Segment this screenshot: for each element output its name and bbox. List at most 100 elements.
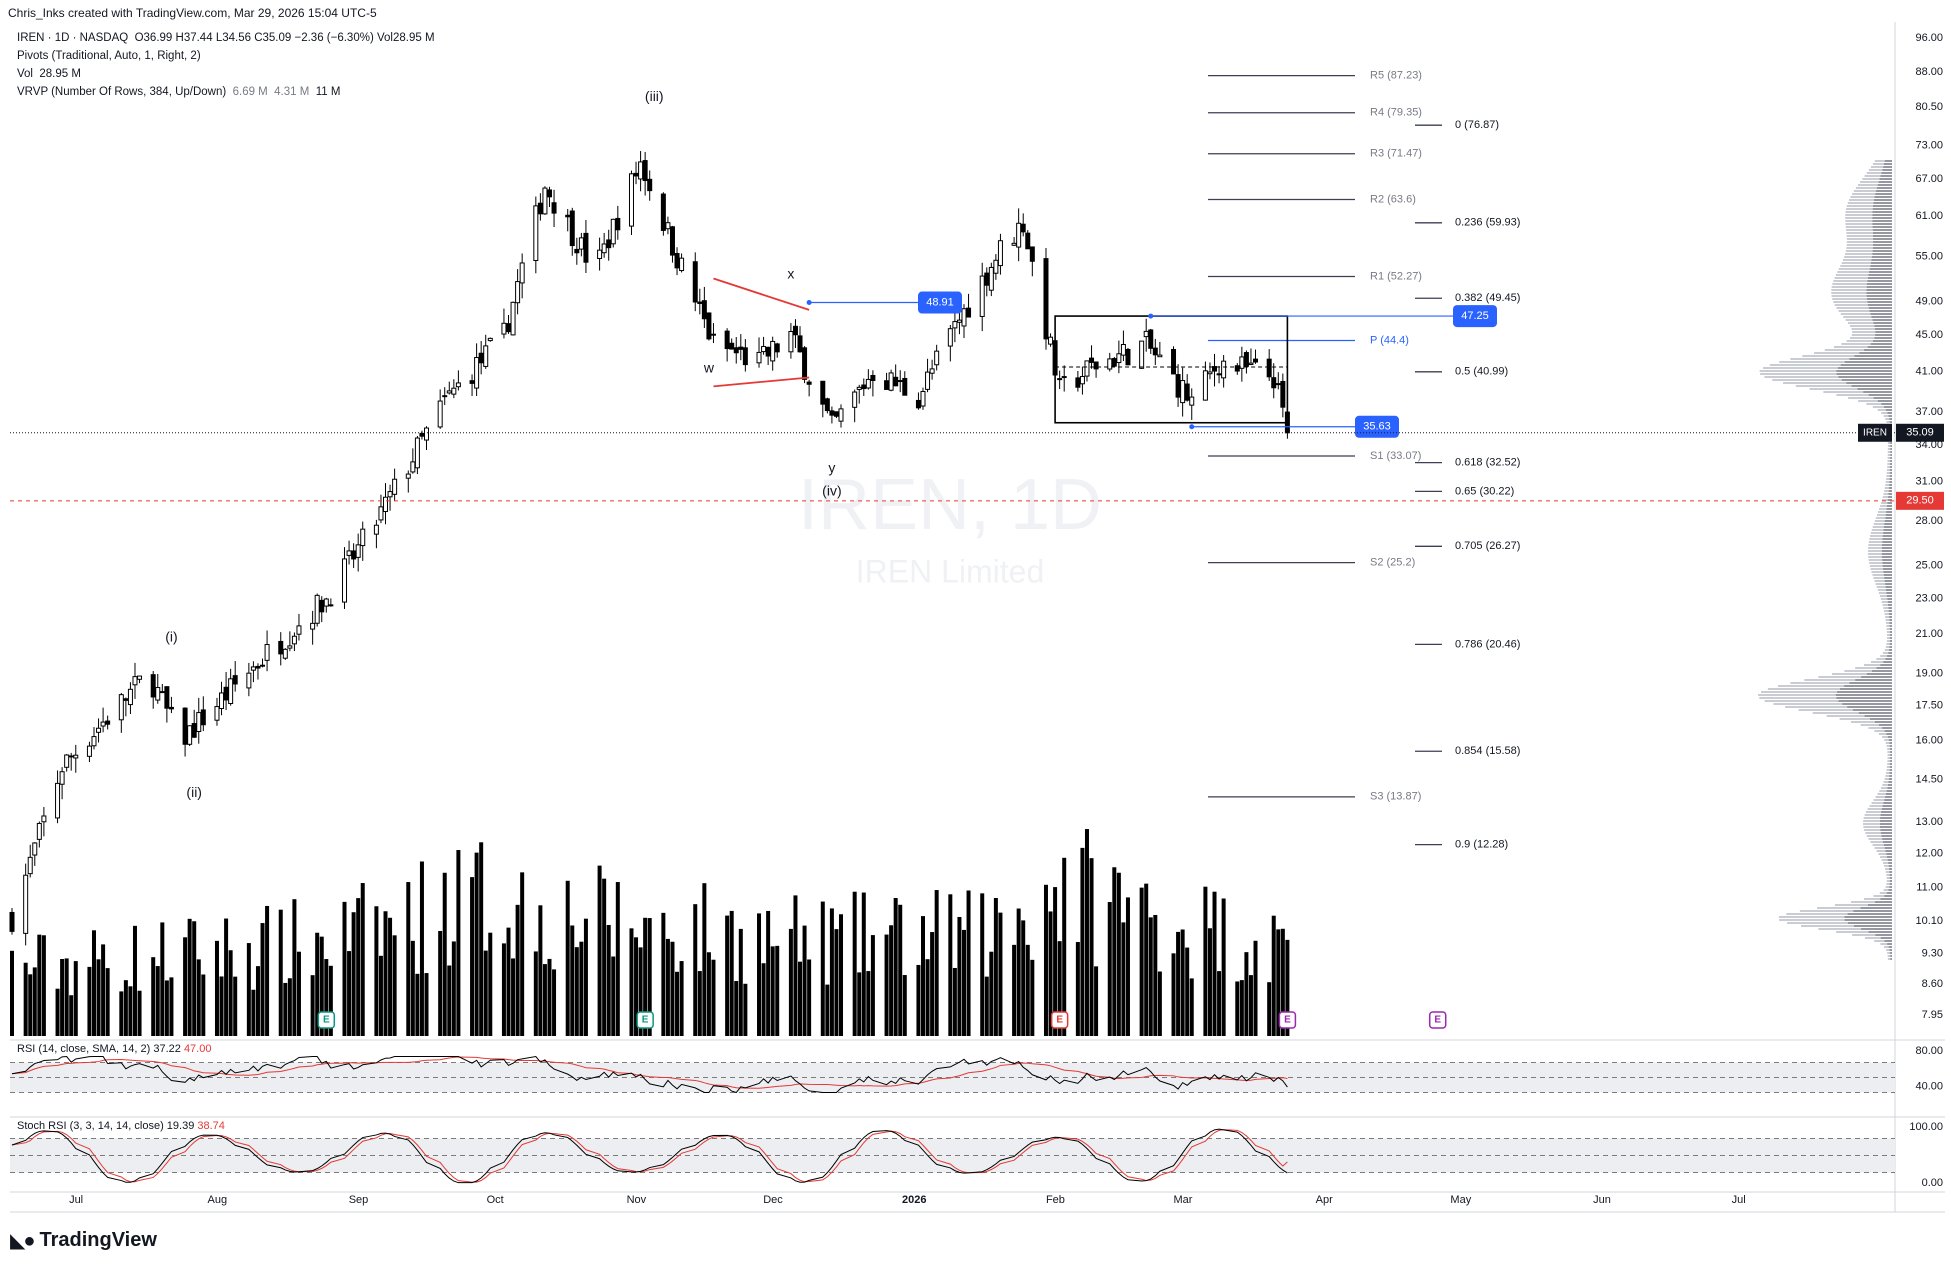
- vrvp-legend[interactable]: VRVP (Number Of Rows, 384, Up/Down) 6.69…: [17, 86, 340, 98]
- volume-bar: [328, 965, 333, 1036]
- vrvp-bar-up: [1882, 862, 1889, 864]
- volume-bar: [834, 929, 839, 1036]
- vrvp-bar-down: [1880, 664, 1892, 666]
- volume-bar: [825, 984, 830, 1036]
- candle-body: [1011, 242, 1017, 246]
- volume-bar: [574, 947, 579, 1036]
- vrvp-bar-down: [1887, 655, 1892, 657]
- vrvp-bar-down: [1890, 463, 1892, 465]
- price-axis-tick: 7.95: [1922, 1009, 1943, 1021]
- vrvp-bar-up: [1887, 466, 1890, 468]
- earnings-icon[interactable]: [1050, 1011, 1069, 1029]
- vrvp-bar-up: [1878, 511, 1887, 513]
- price-marker-label[interactable]: [1453, 305, 1497, 328]
- vrvp-bar-down: [1868, 307, 1892, 309]
- candle-body: [32, 842, 38, 856]
- candle-body: [1020, 223, 1026, 233]
- volume-bar: [155, 966, 160, 1036]
- vrvp-bar-down: [1859, 352, 1892, 354]
- vrvp-bar-up: [1876, 850, 1886, 852]
- candle-body: [437, 400, 443, 428]
- vrvp-bar-down: [1873, 199, 1892, 201]
- vrvp-bar-down: [1875, 934, 1892, 936]
- vrvp-bar-up: [1886, 475, 1890, 477]
- vrvp-bar-up: [1835, 274, 1869, 276]
- volume-bar: [725, 915, 730, 1036]
- vrvp-bar-up: [1869, 805, 1883, 807]
- wave-label: y: [828, 460, 835, 476]
- vrvp-bar-up: [1834, 904, 1869, 906]
- vrvp-bar-down: [1870, 265, 1892, 267]
- vrvp-bar-down: [1870, 343, 1892, 345]
- earnings-icon[interactable]: [1278, 1011, 1297, 1029]
- candle-body: [597, 249, 603, 259]
- candle-body: [196, 712, 202, 733]
- rsi-legend[interactable]: RSI (14, close, SMA, 14, 2) 37.22 47.00: [17, 1043, 211, 1055]
- price-marker-label[interactable]: [918, 291, 962, 314]
- vrvp-bar-down: [1882, 544, 1892, 546]
- tradingview-logo[interactable]: ◣● TradingView: [10, 1228, 157, 1253]
- volume-legend[interactable]: Vol 28.95 M: [17, 68, 81, 80]
- vrvp-bar-down: [1883, 163, 1892, 165]
- vrvp-bar-up: [1877, 409, 1886, 411]
- vrvp-bar-down: [1853, 910, 1892, 912]
- earnings-icon[interactable]: [317, 1011, 336, 1029]
- vrvp-bar-down: [1872, 226, 1892, 228]
- candle-body: [1239, 356, 1245, 369]
- candle-body: [410, 461, 416, 473]
- volume-bar: [214, 940, 219, 1036]
- earnings-icon[interactable]: [636, 1011, 654, 1029]
- vrvp-bar-up: [1879, 892, 1887, 894]
- vrvp-bar-down: [1888, 493, 1892, 495]
- pivots-legend[interactable]: Pivots (Traditional, Auto, 1, Right, 2): [17, 50, 201, 62]
- vrvp-bar-up: [1878, 592, 1887, 594]
- candle-body: [984, 272, 990, 286]
- candle-body: [806, 381, 812, 385]
- vrvp-bar-down: [1878, 724, 1892, 726]
- vrvp-bar-down: [1890, 955, 1892, 957]
- time-axis-tick: Nov: [627, 1194, 647, 1206]
- stoch-legend[interactable]: Stoch RSI (3, 3, 14, 14, close) 19.39 38…: [17, 1120, 225, 1132]
- price-axis-tick: 9.30: [1922, 948, 1943, 960]
- symbol-tag[interactable]: [1858, 423, 1892, 442]
- candle-body: [756, 351, 762, 364]
- alert-price-tag[interactable]: [1896, 491, 1944, 510]
- vrvp-bar-up: [1886, 880, 1890, 882]
- vrvp-bar-down: [1842, 703, 1892, 705]
- candle-body: [127, 688, 133, 706]
- volume-bar: [1185, 947, 1190, 1036]
- vrvp-bar-up: [1879, 508, 1887, 510]
- price-axis-tick: 25.00: [1915, 560, 1943, 572]
- vrvp-bar-down: [1888, 607, 1892, 609]
- volume-bar: [324, 959, 329, 1036]
- vrvp-bar-down: [1883, 844, 1892, 846]
- vrvp-bar-up: [1883, 781, 1889, 783]
- vrvp-bar-down: [1889, 481, 1892, 483]
- volume-bar: [483, 950, 488, 1036]
- candle-body: [137, 675, 143, 680]
- alert-price-tag-text: 29.50: [1906, 495, 1934, 507]
- vrvp-bar-up: [1836, 307, 1869, 309]
- vrvp-bar-up: [1832, 673, 1867, 675]
- pivot-label: R4 (79.35): [1370, 107, 1422, 119]
- vrvp-bar-down: [1886, 790, 1892, 792]
- vrvp-bar-up: [1887, 754, 1891, 756]
- symbol-legend[interactable]: IREN · 1D · NASDAQ O36.99 H37.44 L34.56 …: [17, 32, 435, 44]
- candle-body: [934, 350, 940, 366]
- vrvp-bar-up: [1795, 385, 1852, 387]
- earnings-icon[interactable]: [1428, 1011, 1447, 1029]
- candle-body: [956, 319, 962, 323]
- candle-body: [1084, 360, 1090, 377]
- vrvp-bar-down: [1889, 766, 1892, 768]
- vrvp-bar-up: [1887, 763, 1891, 765]
- last-price-tag[interactable]: [1896, 423, 1944, 442]
- volume-bar: [857, 972, 862, 1036]
- vrvp-bar-down: [1880, 817, 1892, 819]
- candle-body: [915, 399, 921, 409]
- earnings-icon-letter: E: [642, 1015, 649, 1026]
- triangle-lower-line[interactable]: [713, 376, 810, 388]
- vrvp-bar-up: [1886, 772, 1890, 774]
- vrvp-bar-down: [1887, 943, 1892, 945]
- triangle-upper-line[interactable]: [713, 277, 810, 311]
